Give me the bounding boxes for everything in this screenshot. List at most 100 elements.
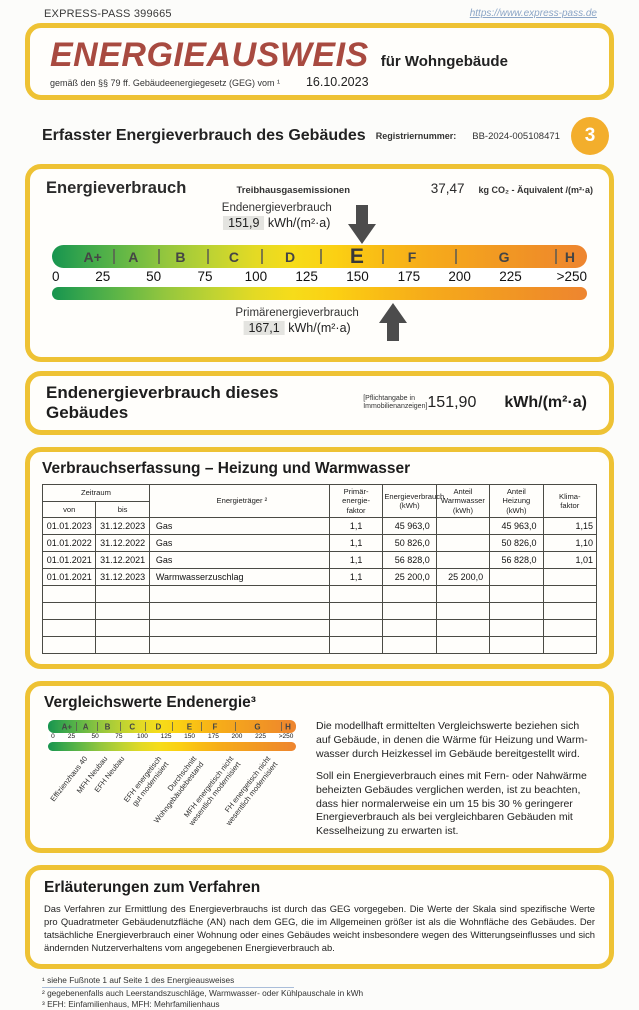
- col-header-warmwasser: Anteil Warmwasser (kWh): [435, 483, 491, 519]
- class-divider: [207, 249, 210, 264]
- scale-tick: 100: [244, 269, 268, 284]
- col-header-energietraeger: Energieträger ²: [148, 483, 330, 519]
- registration-number: BB-2024-005108471: [472, 130, 560, 142]
- up-arrow-icon: [378, 303, 407, 341]
- scale-tick: 25: [95, 269, 111, 284]
- scale-tick-strip: 0 25 50 75 100 125 150 175 200 225 >250: [52, 268, 587, 287]
- scale-tick: 175: [397, 269, 421, 284]
- mini-tick: 50: [91, 733, 99, 741]
- mini-class-band: A+ A B C D E F G H: [48, 720, 296, 734]
- primary-energy-annotation: Primärenergieverbrauch 167,1 kWh/(m²·a): [235, 307, 392, 335]
- col-header-pef: Primär- energie- faktor: [328, 483, 384, 519]
- col-header-klima: Klima- faktor: [542, 483, 598, 519]
- end-energy-unit: kWh/(m²·a): [267, 216, 331, 230]
- cell-bis: 31.12.2023: [95, 517, 150, 536]
- scale-tick: 225: [499, 269, 522, 284]
- cell-klima: [542, 568, 598, 587]
- footnote-3: ³ EFH: Einfamilienhaus, MFH: Mehrfamilie…: [42, 998, 220, 1009]
- mini-tick: 100: [137, 733, 148, 741]
- cell-bis: 31.12.2022: [95, 534, 150, 553]
- mini-class-divider: [97, 722, 99, 732]
- empty-table-row: [41, 602, 598, 621]
- table-row: 01.01.2021 31.12.2023 Warmwasserzuschlag…: [41, 568, 598, 587]
- class-label: C: [228, 248, 239, 265]
- page-header: EXPRESS-PASS 399665 https://www.express-…: [0, 0, 639, 20]
- col-header-von: von: [41, 500, 97, 519]
- class-divider: [455, 249, 458, 264]
- primary-energy-value: 167,1: [243, 321, 285, 335]
- scale-tick: 200: [448, 269, 471, 284]
- ghg-emissions-value: 37,47: [430, 181, 465, 196]
- issuer-url-link[interactable]: https://www.express-pass.de: [469, 8, 597, 19]
- registration-label: Registriernummer:: [375, 131, 457, 141]
- table-row: 01.01.2021 31.12.2021 Gas 1,1 56 828,0 5…: [41, 551, 598, 570]
- comparison-text: Die modellhaft ermittelten Vergleichswer…: [316, 720, 595, 854]
- table-row: 01.01.2022 31.12.2022 Gas 1,1 50 826,0 5…: [41, 534, 598, 553]
- scale-tick: 150: [346, 269, 369, 284]
- ghg-emissions-label: Treibhausgasemissionen: [236, 185, 350, 196]
- comparison-box: Vergleichswerte Endenergie³ A+ A B C D E…: [25, 681, 614, 854]
- method-box: Erläuterungen zum Verfahren Das Verfahre…: [25, 865, 614, 970]
- mini-class-divider: [144, 722, 146, 732]
- col-header-zeitraum: Zeitraum: [42, 484, 150, 502]
- class-label: G: [498, 248, 510, 265]
- cell-warmwasser: [435, 517, 491, 536]
- cell-klima: 1,10: [542, 534, 598, 553]
- class-label: D: [285, 248, 296, 265]
- scale-tick: 50: [146, 269, 162, 284]
- class-label: A: [128, 248, 139, 265]
- footnote-1: ¹ siehe Fußnote 1 auf Seite 1 des Energi…: [42, 975, 295, 989]
- col-header-verbrauch: Energieverbrauch (kWh): [382, 483, 444, 519]
- mandatory-note: [Pflichtangabe in Immobilienanzeigen]: [363, 394, 428, 410]
- scale-tick: >250: [556, 269, 587, 284]
- end-energy-value: 151,9: [223, 216, 265, 230]
- cell-heizung: 45 963,0: [489, 517, 544, 536]
- end-energy-statement-heading: Endenergieverbrauch dieses Gebäudes: [46, 383, 279, 422]
- cell-von: 01.01.2021: [41, 551, 97, 570]
- title-box: ENERGIEAUSWEIS für Wohngebäude gemäß den…: [25, 23, 614, 100]
- method-body: Das Verfahren zur Ermittlung des Energie…: [44, 903, 595, 954]
- mini-class-label: H: [285, 722, 291, 732]
- cell-energietraeger: Gas: [148, 534, 330, 553]
- mini-class-label: E: [186, 722, 193, 732]
- section-heading: Erfasster Energieverbrauch des Gebäudes: [42, 127, 366, 144]
- mini-class-divider: [234, 722, 236, 732]
- comparison-labels: Effizienzhaus 40 MFH Neubau EFH Neubau E…: [48, 751, 296, 854]
- certificate-subtitle: für Wohngebäude: [380, 53, 508, 70]
- cell-heizung: [489, 568, 544, 587]
- table-heading: Verbrauchserfassung – Heizung und Warmwa…: [42, 460, 411, 477]
- scale-tick: 0: [52, 269, 60, 284]
- mini-class-label: C: [129, 722, 136, 732]
- col-header-bis: bis: [95, 500, 150, 519]
- page-number-badge: 3: [571, 117, 609, 155]
- cell-von: 01.01.2022: [41, 534, 97, 553]
- cell-pef: 1,1: [328, 534, 384, 553]
- empty-table-row: [41, 636, 598, 655]
- empty-table-row: [41, 619, 598, 638]
- mini-tick: 150: [184, 733, 196, 741]
- cell-bis: 31.12.2021: [95, 551, 150, 570]
- comparison-paragraph-1: Die modellhaft ermittelten Vergleichswer…: [316, 720, 588, 760]
- class-divider: [382, 249, 385, 264]
- scale-tick: 75: [197, 269, 213, 284]
- efficiency-class-band: A+ A B C D E F G H: [52, 245, 587, 268]
- cell-energietraeger: Gas: [148, 551, 330, 570]
- cell-verbrauch: 56 828,0: [382, 551, 437, 570]
- comparison-paragraph-2: Soll ein Energieverbrauch eines mit Fern…: [316, 770, 587, 837]
- gradient-strip: [52, 287, 587, 300]
- document-reference: EXPRESS-PASS 399665: [44, 8, 172, 20]
- class-divider: [112, 249, 115, 264]
- scale-tick: 125: [295, 269, 318, 284]
- table-row: 01.01.2023 31.12.2023 Gas 1,1 45 963,0 4…: [41, 517, 598, 536]
- mini-class-label: D: [155, 722, 162, 732]
- mini-tick: 0: [51, 733, 55, 741]
- cell-pef: 1,1: [328, 551, 384, 570]
- end-energy-label: Endenergieverbrauch: [221, 202, 332, 214]
- issue-date: 16.10.2023: [305, 75, 369, 89]
- class-label: A+: [83, 248, 102, 265]
- end-energy-statement-box: Endenergieverbrauch dieses Gebäudes [Pfl…: [25, 371, 614, 435]
- mini-tick: 225: [255, 733, 266, 741]
- mini-class-divider: [172, 722, 173, 732]
- mini-class-divider: [119, 722, 121, 732]
- comparison-label: Effizienzhaus 40: [48, 754, 90, 804]
